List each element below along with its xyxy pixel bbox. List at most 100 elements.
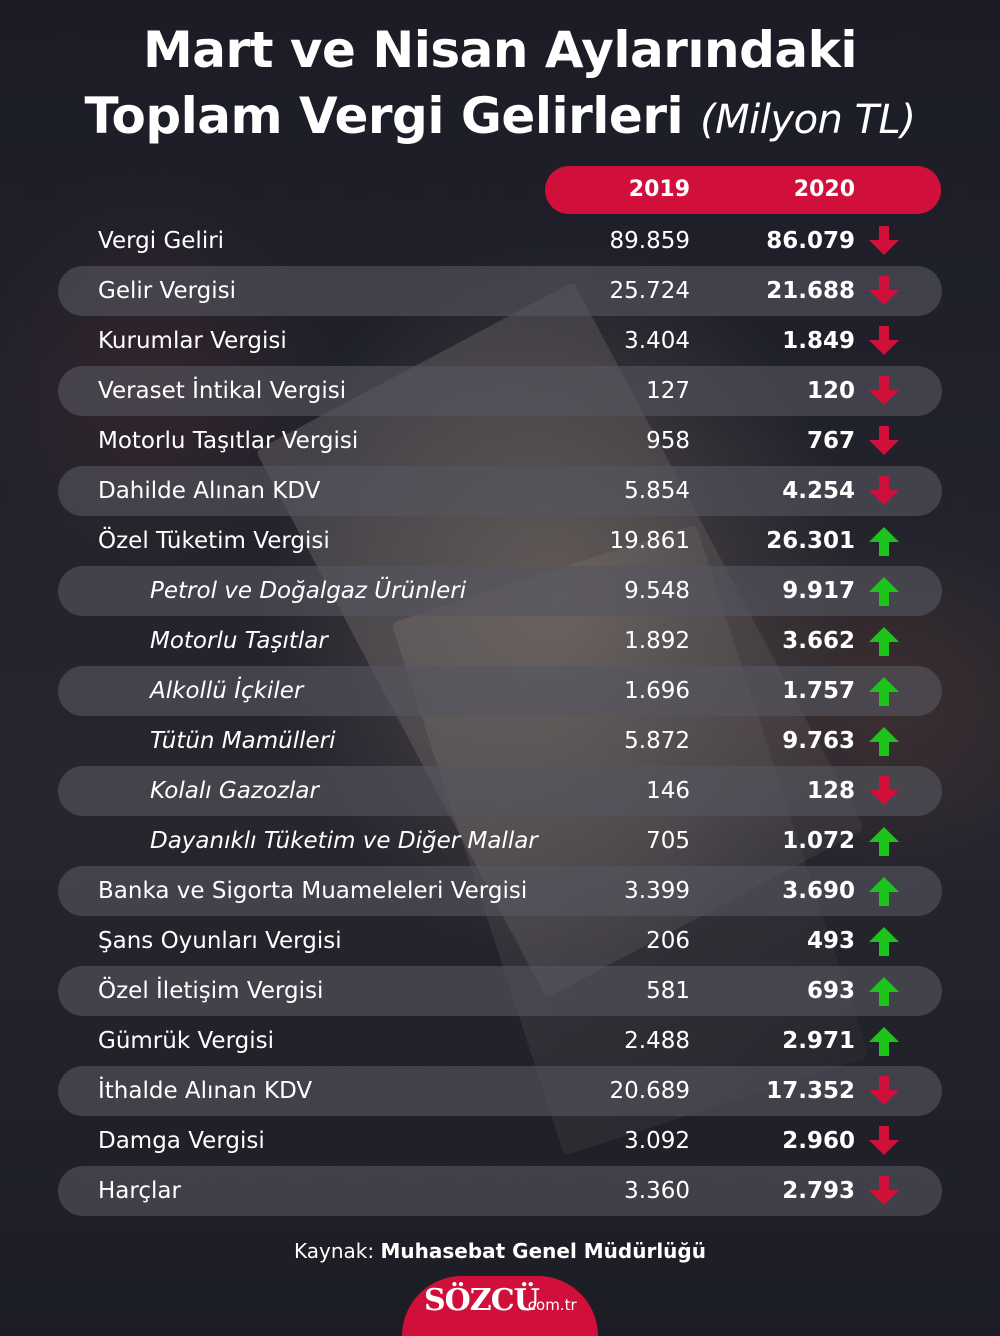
arrow-up-icon: [869, 727, 899, 756]
arrow-down-icon: [869, 1076, 899, 1105]
row-label: Gümrük Vergisi: [98, 1028, 274, 1054]
value-2020: 493: [806, 928, 855, 954]
value-2019: 581: [646, 978, 690, 1004]
logo-wordmark: SÖZCÜ: [424, 1283, 540, 1318]
source-name: Muhasebat Genel Müdürlüğü: [380, 1239, 706, 1263]
value-2019: 3.360: [624, 1178, 690, 1204]
arrow-down-icon: [869, 776, 899, 805]
table-row: Gelir Vergisi 25.724 21.688: [58, 266, 942, 316]
value-2019: 3.092: [624, 1128, 690, 1154]
arrow-up-icon: [869, 627, 899, 656]
row-label: İthalde Alınan KDV: [98, 1078, 313, 1104]
value-2020: 21.688: [766, 278, 855, 304]
table-row: Özel Tüketim Vergisi 19.861 26.301: [58, 516, 942, 566]
year-header-bar: 2019 2020: [545, 166, 941, 214]
row-label: Vergi Geliri: [98, 228, 225, 254]
value-2019: 1.696: [624, 678, 690, 704]
row-label: Özel Tüketim Vergisi: [98, 528, 330, 554]
value-2019: 146: [646, 778, 690, 804]
value-2020: 17.352: [766, 1078, 855, 1104]
arrow-up-icon: [869, 677, 899, 706]
source-credit: Kaynak: Muhasebat Genel Müdürlüğü: [0, 1238, 1000, 1264]
value-2019: 1.892: [624, 628, 690, 654]
value-2020: 1.757: [782, 678, 855, 704]
row-label: Dahilde Alınan KDV: [98, 478, 321, 504]
value-2019: 3.399: [624, 878, 690, 904]
value-2020: 767: [806, 428, 855, 454]
value-2020: 1.072: [782, 828, 855, 854]
arrow-down-icon: [869, 1176, 899, 1205]
arrow-up-icon: [869, 977, 899, 1006]
row-label: Gelir Vergisi: [98, 278, 237, 304]
value-2019: 5.872: [624, 728, 690, 754]
value-2020: 3.690: [782, 878, 855, 904]
arrow-up-icon: [869, 1027, 899, 1056]
value-2019: 2.488: [624, 1028, 690, 1054]
table-row: Banka ve Sigorta Muameleleri Vergisi 3.39…: [58, 866, 942, 916]
row-label: Damga Vergisi: [98, 1128, 265, 1154]
arrow-down-icon: [869, 376, 899, 405]
arrow-up-icon: [869, 527, 899, 556]
page-title-line1: Mart ve Nisan Aylarındaki: [142, 21, 858, 79]
table-row: Dahilde Alınan KDV 5.854 4.254: [58, 466, 942, 516]
row-label: Şans Oyunları Vergisi: [98, 928, 342, 954]
page-title-line2: Toplam Vergi Gelirleri (Milyon TL): [0, 86, 1000, 150]
arrow-up-icon: [869, 827, 899, 856]
arrow-up-icon: [869, 927, 899, 956]
value-2020: 86.079: [766, 228, 855, 254]
row-label: Dayanıklı Tüketim ve Diğer Mallar: [150, 828, 538, 854]
value-2019: 89.859: [609, 228, 690, 254]
value-2020: 9.917: [782, 578, 855, 604]
row-label: Kurumlar Vergisi: [98, 328, 287, 354]
value-2020: 4.254: [782, 478, 855, 504]
value-2020: 2.793: [782, 1178, 855, 1204]
arrow-up-icon: [869, 577, 899, 606]
row-label: Motorlu Taşıtlar: [150, 628, 328, 654]
value-2020: 128: [806, 778, 855, 804]
row-label: Petrol ve Doğalgaz Ürünleri: [150, 578, 467, 604]
table-row: Şans Oyunları Vergisi 206 493: [58, 916, 942, 966]
value-2019: 127: [646, 378, 690, 404]
row-label: Tütün Mamülleri: [150, 728, 336, 754]
arrow-down-icon: [869, 476, 899, 505]
arrow-down-icon: [869, 426, 899, 455]
value-2020: 9.763: [782, 728, 855, 754]
value-2019: 9.548: [624, 578, 690, 604]
year-2020-header: 2020: [793, 177, 855, 202]
table-row: Özel İletişim Vergisi 581 693: [58, 966, 942, 1016]
row-label: Motorlu Taşıtlar Vergisi: [98, 428, 359, 454]
logo-domain: .com.tr: [523, 1296, 577, 1314]
value-2019: 20.689: [609, 1078, 690, 1104]
arrow-down-icon: [869, 276, 899, 305]
table-row: Dayanıklı Tüketim ve Diğer Mallar 705 1.07…: [58, 816, 942, 866]
value-2019: 206: [646, 928, 690, 954]
value-2019: 3.404: [624, 328, 690, 354]
row-label: Harçlar: [98, 1178, 181, 1204]
value-2019: 705: [646, 828, 690, 854]
source-prefix: Kaynak:: [294, 1239, 381, 1263]
page-title-line2-text: Toplam Vergi Gelirleri: [84, 87, 684, 145]
table-row: Damga Vergisi 3.092 2.960: [58, 1116, 942, 1166]
value-2020: 693: [806, 978, 855, 1004]
table-row: Kolalı Gazozlar 146 128: [58, 766, 942, 816]
row-label: Kolalı Gazozlar: [150, 778, 319, 804]
value-2020: 2.960: [782, 1128, 855, 1154]
table-row: Kurumlar Vergisi 3.404 1.849: [58, 316, 942, 366]
table-row: Alkollü İçkiler 1.696 1.757: [58, 666, 942, 716]
value-2019: 19.861: [609, 528, 690, 554]
table-row: Tütün Mamülleri 5.872 9.763: [58, 716, 942, 766]
sozcu-logo[interactable]: SÖZCÜ .com.tr: [402, 1276, 598, 1336]
value-2020: 3.662: [782, 628, 855, 654]
table-row: Vergi Geliri 89.859 86.079: [58, 216, 942, 266]
value-2020: 1.849: [782, 328, 855, 354]
year-2019-header: 2019: [628, 177, 690, 202]
arrow-down-icon: [869, 1126, 899, 1155]
table-row: Motorlu Taşıtlar Vergisi 958 767: [58, 416, 942, 466]
value-2019: 958: [646, 428, 690, 454]
value-2020: 120: [806, 378, 855, 404]
value-2019: 25.724: [609, 278, 690, 304]
arrow-up-icon: [869, 877, 899, 906]
table-row: Veraset İntikal Vergisi 127 120: [58, 366, 942, 416]
value-2019: 5.854: [624, 478, 690, 504]
page-title-unit: (Milyon TL): [700, 97, 916, 143]
